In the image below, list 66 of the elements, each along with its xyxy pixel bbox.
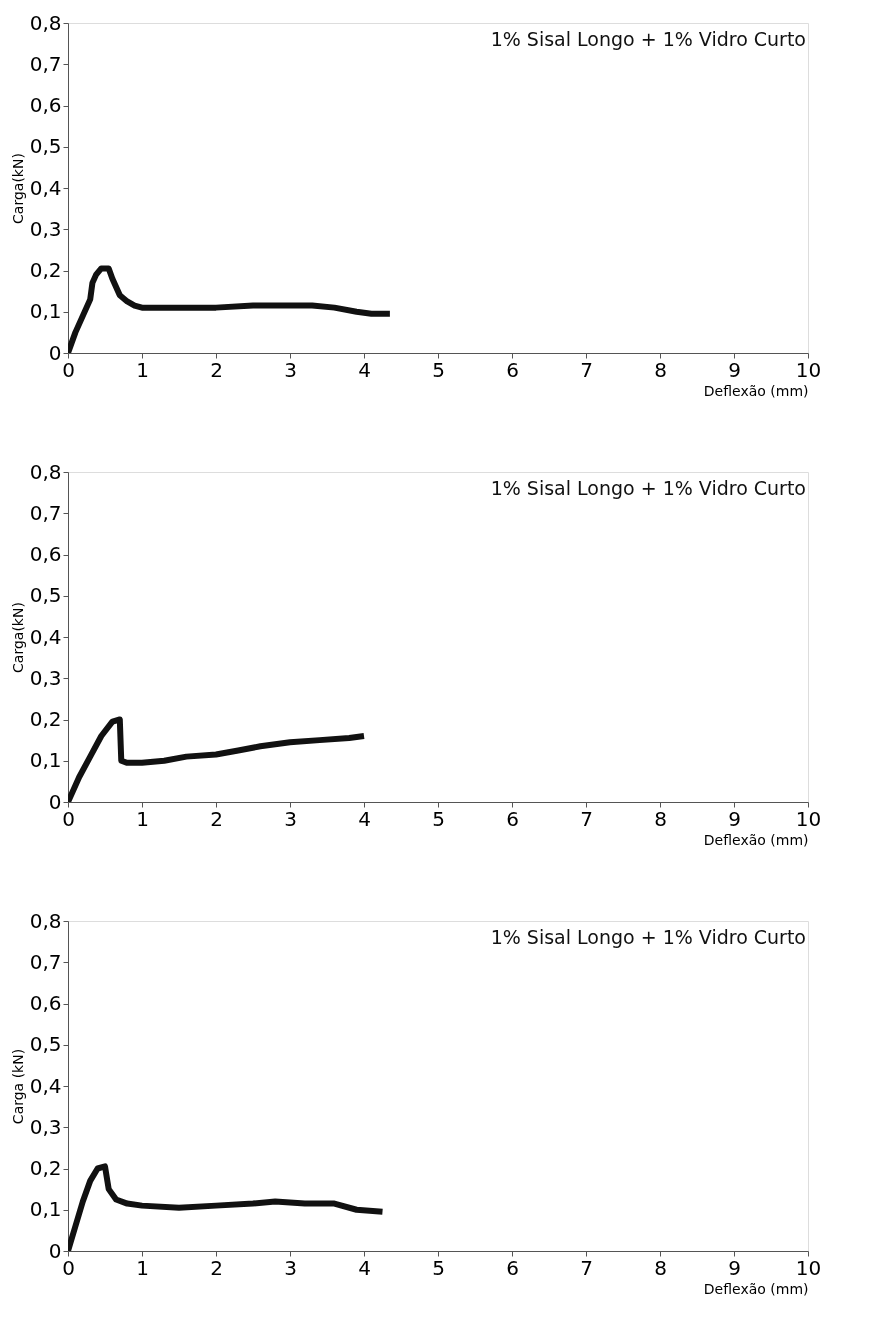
y-tick-label: 0,5 — [29, 1032, 62, 1057]
y-tick-label: 0,8 — [29, 908, 62, 933]
y-tick-label: 0 — [48, 340, 62, 365]
x-tick-label: 7 — [580, 806, 593, 831]
y-tick-label: 0,2 — [29, 707, 62, 731]
y-tick-label: 0,4 — [29, 624, 62, 649]
x-tick-label: 2 — [210, 1255, 223, 1280]
y-tick-label: 0,2 — [29, 258, 62, 282]
y-tick-label: 0,6 — [29, 93, 62, 117]
x-tick-label: 3 — [284, 1255, 297, 1280]
y-tick-label: 0,3 — [29, 1114, 62, 1139]
y-tick-label: 0,5 — [29, 134, 62, 159]
x-tick-label: 10 — [795, 357, 822, 382]
x-tick-label: 1 — [136, 357, 149, 382]
y-axis-title: Carga(kN) — [9, 602, 26, 673]
annotation: 1% Sisal Longo + 1% Vidro Curto — [490, 926, 806, 948]
x-axis-title: Deflexão (mm) — [703, 1280, 809, 1297]
x-tick-label: 9 — [728, 1255, 741, 1280]
x-tick-label: 8 — [654, 357, 667, 382]
x-tick-label: 8 — [654, 1255, 667, 1280]
x-tick-label: 10 — [795, 806, 822, 831]
x-tick-label: 1 — [136, 1255, 149, 1280]
x-axis-title: Deflexão (mm) — [703, 382, 809, 399]
x-tick-label: 4 — [358, 806, 371, 831]
y-tick-label: 0,3 — [29, 216, 62, 241]
x-tick-label: 7 — [580, 357, 593, 382]
x-tick-label: 5 — [432, 806, 445, 831]
y-tick-label: 0,5 — [29, 583, 62, 608]
y-tick-label: 0,7 — [29, 500, 62, 525]
x-tick-label: 9 — [728, 806, 741, 831]
x-tick-label: 8 — [654, 806, 667, 831]
y-tick-label: 0,2 — [29, 1156, 62, 1180]
x-tick-label: 6 — [506, 806, 519, 831]
x-tick-label: 5 — [432, 1255, 445, 1280]
x-tick-label: 4 — [358, 357, 371, 382]
y-tick-label: 0,7 — [29, 51, 62, 76]
y-axis-title: Carga (kN) — [9, 1048, 26, 1125]
y-axis-title: Carga(kN) — [9, 153, 26, 224]
y-tick-label: 0,1 — [29, 748, 62, 773]
x-tick-label: 6 — [506, 1255, 519, 1280]
x-tick-label: 6 — [506, 357, 519, 382]
y-tick-label: 0,4 — [29, 175, 62, 200]
y-tick-label: 0,6 — [29, 542, 62, 566]
x-tick-label: 3 — [284, 806, 297, 831]
y-tick-label: 0,1 — [29, 299, 62, 324]
y-tick-label: 0,4 — [29, 1073, 62, 1098]
annotation: 1% Sisal Longo + 1% Vidro Curto — [490, 28, 806, 50]
x-tick-label: 2 — [210, 357, 223, 382]
y-tick-label: 0,7 — [29, 949, 62, 974]
x-tick-label: 10 — [795, 1255, 822, 1280]
y-tick-label: 0,6 — [29, 991, 62, 1015]
x-tick-label: 4 — [358, 1255, 371, 1280]
x-tick-label: 2 — [210, 806, 223, 831]
x-tick-label: 9 — [728, 357, 741, 382]
y-tick-label: 0,1 — [29, 1197, 62, 1222]
x-tick-label: 3 — [284, 357, 297, 382]
x-tick-label: 5 — [432, 357, 445, 382]
annotation: 1% Sisal Longo + 1% Vidro Curto — [490, 477, 806, 499]
y-tick-label: 0,3 — [29, 665, 62, 690]
x-tick-label: 1 — [136, 806, 149, 831]
y-tick-label: 0,8 — [29, 459, 62, 484]
y-tick-label: 0 — [48, 789, 62, 814]
y-tick-label: 0 — [48, 1238, 62, 1263]
x-axis-title: Deflexão (mm) — [703, 831, 809, 848]
x-tick-label: 7 — [580, 1255, 593, 1280]
y-tick-label: 0,8 — [29, 10, 62, 35]
